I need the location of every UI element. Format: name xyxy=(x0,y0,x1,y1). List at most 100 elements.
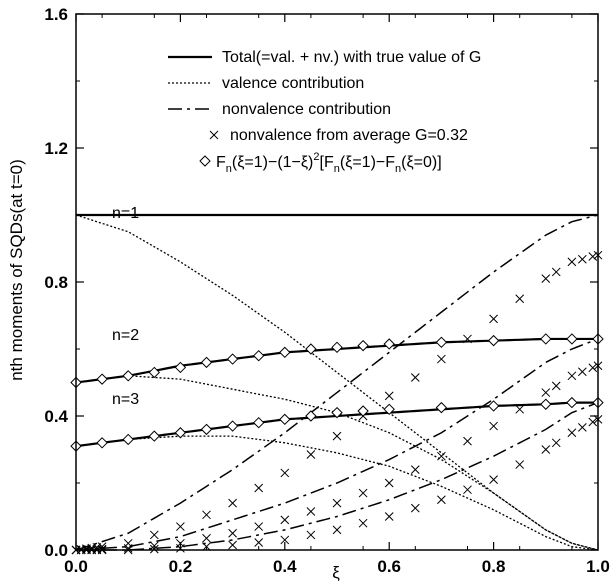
cross-stroke xyxy=(332,498,342,508)
cross-point-n1-cross-22 xyxy=(541,274,551,284)
cross-point-n3-cross-21 xyxy=(515,460,525,469)
cross-stroke xyxy=(410,465,420,474)
cross-point-n1-cross-9 xyxy=(202,510,211,520)
cross-stroke xyxy=(515,460,525,469)
diamond-point-n3-5 xyxy=(200,423,213,436)
cross-point-n3-cross-12 xyxy=(280,535,290,545)
cross-stroke xyxy=(489,475,498,485)
cross-point-n2-cross-23 xyxy=(567,371,577,381)
cross-stroke xyxy=(551,438,561,448)
cross-point-n2-cross-15 xyxy=(358,488,368,498)
cross-point-n2-cross-21 xyxy=(515,404,525,414)
cross-point-n3-cross-26 xyxy=(577,423,587,432)
cross-stroke xyxy=(254,483,264,493)
x-tick-label: 0.4 xyxy=(273,557,297,576)
cross-point-n3-cross-14 xyxy=(332,525,342,535)
cross-stroke xyxy=(202,533,211,543)
y-tick-label: 1.6 xyxy=(44,5,68,24)
cross-stroke xyxy=(515,404,525,414)
cross-point-n1-cross-23 xyxy=(567,257,577,267)
cross-point-n1-cross-25 xyxy=(551,267,561,277)
cross-point-n2-cross-27 xyxy=(588,363,598,373)
cross-point-n1-cross-12 xyxy=(280,468,290,478)
diamond-point-n2-11 xyxy=(357,339,369,352)
cross-stroke xyxy=(306,530,316,540)
diamond-point-n3-16 xyxy=(566,396,578,409)
diamond-point-n3-14 xyxy=(487,400,500,412)
plot-area xyxy=(70,213,604,555)
cross-point-n1-cross-17 xyxy=(410,373,420,382)
legend-diamond-part: 2 xyxy=(313,151,319,163)
cross-stroke xyxy=(254,522,264,531)
cross-stroke xyxy=(541,388,551,397)
y-axis-label: nth moments of SQDs(at t=0) xyxy=(7,159,26,381)
x-tick-label: 0.6 xyxy=(377,557,401,576)
cross-stroke xyxy=(577,367,587,377)
cross-stroke xyxy=(280,515,290,525)
cross-stroke xyxy=(541,445,551,454)
y-tick-label: 1.2 xyxy=(44,139,68,158)
cross-point-n2-cross-10 xyxy=(228,528,237,538)
cross-stroke xyxy=(332,431,342,441)
cross-point-n3-cross-10 xyxy=(228,540,237,550)
cross-point-n2-cross-16 xyxy=(384,478,394,488)
legend-diamond-part: F xyxy=(216,154,226,171)
cross-stroke xyxy=(489,314,498,324)
cross-point-n3-cross-16 xyxy=(384,512,394,521)
cross-stroke xyxy=(149,530,159,540)
cross-point-n1-cross-21 xyxy=(515,294,525,304)
series-line-n3-nonvalence xyxy=(76,401,599,551)
cross-stroke xyxy=(410,373,420,382)
cross-point-n3-cross-25 xyxy=(551,438,561,448)
legend-diamond-part: n xyxy=(334,163,340,175)
cross-stroke xyxy=(384,512,394,521)
legend-diamond-part: [F xyxy=(320,154,334,171)
diamond-point-n3-6 xyxy=(226,420,239,432)
cross-stroke xyxy=(437,451,446,461)
cross-point-n3-cross-19 xyxy=(463,485,472,495)
legend-swatch-cross xyxy=(209,130,219,140)
cross-point-n2-cross-20 xyxy=(489,421,498,431)
x-tick-label: 0.0 xyxy=(64,557,88,576)
cross-stroke xyxy=(123,543,133,553)
cross-stroke xyxy=(489,421,498,431)
diamond-point-n3-9 xyxy=(305,410,317,422)
series-line-n2-nonvalence xyxy=(75,338,599,551)
diamond-point-n2-16 xyxy=(566,333,578,345)
x-axis-label: ξ xyxy=(332,563,340,582)
diamond-point-n2-5 xyxy=(200,356,213,369)
cross-point-n1-cross-8 xyxy=(176,522,185,531)
cross-stroke xyxy=(437,354,446,364)
cross-point-n2-cross-22 xyxy=(541,388,551,397)
legend-label-total: Total(=val. + nv.) with true value of G xyxy=(222,49,481,66)
diamond-point-n2-13 xyxy=(435,336,448,349)
diamond-point-n2-6 xyxy=(226,353,239,365)
cross-stroke xyxy=(228,498,237,508)
diamond-point-n3-10 xyxy=(331,406,343,419)
cross-point-n2-cross-17 xyxy=(410,465,420,474)
cross-point-n3-cross-23 xyxy=(567,428,577,438)
cross-point-n3-cross-22 xyxy=(541,445,551,454)
cross-stroke xyxy=(567,371,577,381)
legend-diamond-part: n xyxy=(395,163,401,175)
cross-stroke xyxy=(202,510,211,520)
legend-label-diamond: Fn(ξ=1)−(1−ξ)2[Fn(ξ=1)−Fn(ξ=0)] xyxy=(216,151,442,175)
cross-stroke xyxy=(410,503,420,513)
cross-point-n3-cross-27 xyxy=(588,417,598,427)
cross-stroke xyxy=(228,528,237,538)
legend-diamond-part: (ξ=1)−(1−ξ) xyxy=(232,154,313,171)
y-tick-label: 0.8 xyxy=(44,273,68,292)
cross-stroke xyxy=(551,267,561,277)
cross-stroke xyxy=(463,436,472,446)
diamond-point-n3-2 xyxy=(122,433,134,446)
cross-point-n3-cross-20 xyxy=(489,475,498,485)
cross-stroke xyxy=(437,495,446,505)
cross-point-n3-cross-11 xyxy=(254,538,264,547)
cross-point-n1-cross-7 xyxy=(149,530,159,540)
axes: 0.0 0.2 0.4 0.6 0.8 1.0 0.0 0.4 0.8 1.2 1.6 xyxy=(44,5,609,576)
diamond-point-n2-4 xyxy=(174,361,187,374)
cross-point-n2-cross-19 xyxy=(463,436,472,446)
legend-label-nonvalence: nonvalence contribution xyxy=(222,101,391,118)
diamond-point-n3-15 xyxy=(540,398,552,410)
annotation-n3: n=3 xyxy=(112,391,139,408)
